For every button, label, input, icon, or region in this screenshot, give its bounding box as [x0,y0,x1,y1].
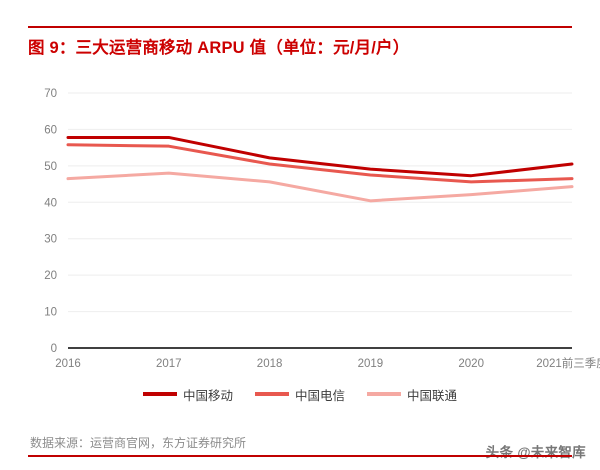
x-axis-tick-label: 2016 [55,358,81,370]
legend-label: 中国联通 [407,388,458,403]
legend-color-swatch [142,392,177,396]
x-axis-tick-label: 2021前三季度 [536,356,600,370]
x-axis-tick-label: 2018 [257,358,283,370]
watermark-label: 头条 @未来智库 [485,445,586,460]
arpu-line-chart: 0 10 20 30 40 50 60 70 2016 2017 2018 2019 2020 2021前… [44,88,600,370]
legend-color-swatch [367,392,401,396]
legend-item[interactable]: 中国移动 [142,385,233,404]
x-axis-tick-label: 2019 [358,358,384,370]
y-axis-tick-label: 60 [44,124,57,136]
chart-legend: 中国移动 中国电信 中国联通 [0,384,600,404]
figure-title: 图 9：三大运营商移动 ARPU 值（单位：元/月/户） [28,39,410,57]
y-axis-tick-label: 50 [44,161,57,173]
data-source-label: 数据来源：运营商官网，东方证券研究所 [30,436,247,450]
y-axis-tick-label: 70 [44,88,57,100]
x-axis-tick-label: 2020 [458,358,484,370]
legend-item[interactable]: 中国联通 [367,385,457,404]
footer-bottom-rule [28,455,572,457]
y-axis-tick-label: 30 [44,234,57,246]
series-line [66,135,574,178]
legend-item[interactable]: 中国电信 [254,385,345,404]
series-line [66,143,574,184]
y-axis-tick-label: 0 [51,343,57,355]
x-axis-tick-label: 2017 [156,358,182,370]
title-top-rule [28,26,572,28]
y-axis-tick-label: 40 [44,197,57,209]
y-axis-tick-label: 20 [44,270,57,282]
legend-color-swatch [254,392,289,396]
legend-label: 中国电信 [294,388,345,403]
legend-label: 中国移动 [182,388,233,403]
series-line [66,171,574,203]
y-axis-tick-label: 10 [44,307,57,319]
